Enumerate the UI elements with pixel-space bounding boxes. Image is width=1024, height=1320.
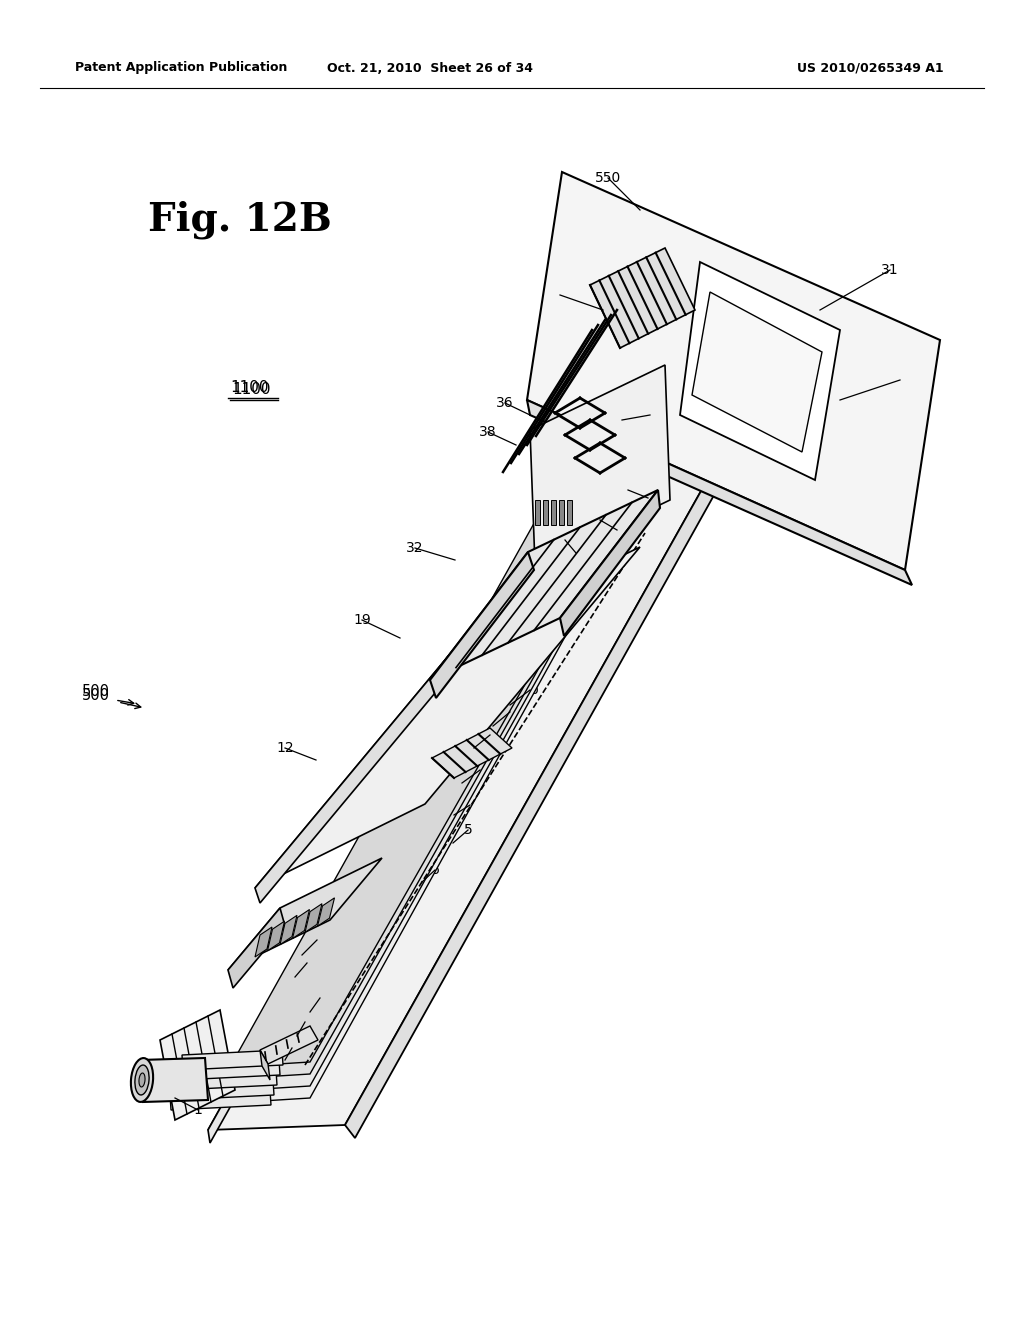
Text: 6: 6 — [430, 863, 439, 876]
Polygon shape — [179, 1060, 280, 1080]
Text: 2b: 2b — [311, 991, 329, 1005]
Text: 3: 3 — [303, 956, 311, 970]
Polygon shape — [560, 490, 660, 636]
Text: 12: 12 — [276, 741, 294, 755]
Text: 19: 19 — [353, 612, 371, 627]
Polygon shape — [530, 366, 670, 565]
Text: 36: 36 — [497, 396, 514, 411]
Ellipse shape — [139, 1073, 145, 1086]
Text: 7: 7 — [466, 799, 474, 812]
Text: 32: 32 — [407, 541, 424, 554]
Polygon shape — [230, 462, 655, 1078]
Polygon shape — [208, 475, 710, 1130]
Polygon shape — [559, 500, 564, 525]
Polygon shape — [230, 469, 655, 1092]
Polygon shape — [430, 490, 658, 680]
Text: 8: 8 — [475, 763, 484, 777]
Text: 1: 1 — [194, 1104, 203, 1117]
Text: 9a: 9a — [502, 705, 519, 719]
Polygon shape — [305, 904, 322, 932]
Polygon shape — [228, 858, 382, 970]
Polygon shape — [527, 400, 912, 585]
Text: 37: 37 — [613, 413, 631, 426]
Ellipse shape — [135, 1065, 150, 1096]
Text: 2a: 2a — [296, 1015, 313, 1030]
Text: 10: 10 — [608, 523, 626, 537]
Text: US 2010/0265349 A1: US 2010/0265349 A1 — [797, 62, 943, 74]
Polygon shape — [293, 909, 309, 939]
Polygon shape — [182, 1049, 283, 1071]
Text: Patent Application Publication: Patent Application Publication — [75, 62, 288, 74]
Polygon shape — [230, 455, 655, 1067]
Text: 5: 5 — [464, 822, 472, 837]
Text: 9: 9 — [485, 729, 495, 742]
Text: Fig. 12B: Fig. 12B — [148, 201, 332, 239]
Polygon shape — [432, 729, 512, 777]
Text: Oct. 21, 2010  Sheet 26 of 34: Oct. 21, 2010 Sheet 26 of 34 — [327, 62, 534, 74]
Polygon shape — [173, 1080, 274, 1100]
Polygon shape — [567, 500, 572, 525]
Text: 550: 550 — [595, 172, 622, 185]
Polygon shape — [176, 1071, 278, 1090]
Ellipse shape — [131, 1059, 154, 1102]
Polygon shape — [260, 1026, 318, 1064]
Text: 35: 35 — [639, 491, 656, 506]
Polygon shape — [230, 474, 655, 1104]
Text: 500: 500 — [82, 685, 110, 700]
Polygon shape — [170, 1090, 271, 1110]
Polygon shape — [280, 915, 297, 945]
Text: 1100: 1100 — [230, 380, 268, 396]
Polygon shape — [255, 927, 272, 957]
Polygon shape — [317, 898, 335, 927]
Polygon shape — [228, 908, 285, 987]
Text: 1100: 1100 — [232, 383, 270, 397]
Polygon shape — [680, 261, 840, 480]
Polygon shape — [551, 500, 556, 525]
Polygon shape — [535, 500, 540, 525]
Text: 38: 38 — [479, 425, 497, 440]
Polygon shape — [260, 1049, 270, 1080]
Text: 34: 34 — [891, 374, 908, 387]
Text: 39: 39 — [567, 546, 585, 560]
Text: 500: 500 — [82, 688, 110, 702]
Polygon shape — [255, 630, 475, 903]
Text: 4: 4 — [312, 933, 322, 946]
Polygon shape — [430, 552, 534, 698]
Polygon shape — [527, 172, 940, 570]
Polygon shape — [267, 921, 285, 950]
Polygon shape — [140, 1059, 208, 1102]
Polygon shape — [345, 475, 718, 1138]
Polygon shape — [160, 1010, 234, 1119]
Polygon shape — [692, 292, 822, 451]
Text: 31: 31 — [882, 263, 899, 277]
Polygon shape — [543, 500, 548, 525]
Text: 33: 33 — [551, 288, 568, 302]
Polygon shape — [255, 546, 640, 888]
Polygon shape — [208, 478, 575, 1143]
Polygon shape — [590, 248, 695, 348]
Text: 2: 2 — [288, 1041, 296, 1055]
Text: 9b: 9b — [521, 682, 539, 697]
